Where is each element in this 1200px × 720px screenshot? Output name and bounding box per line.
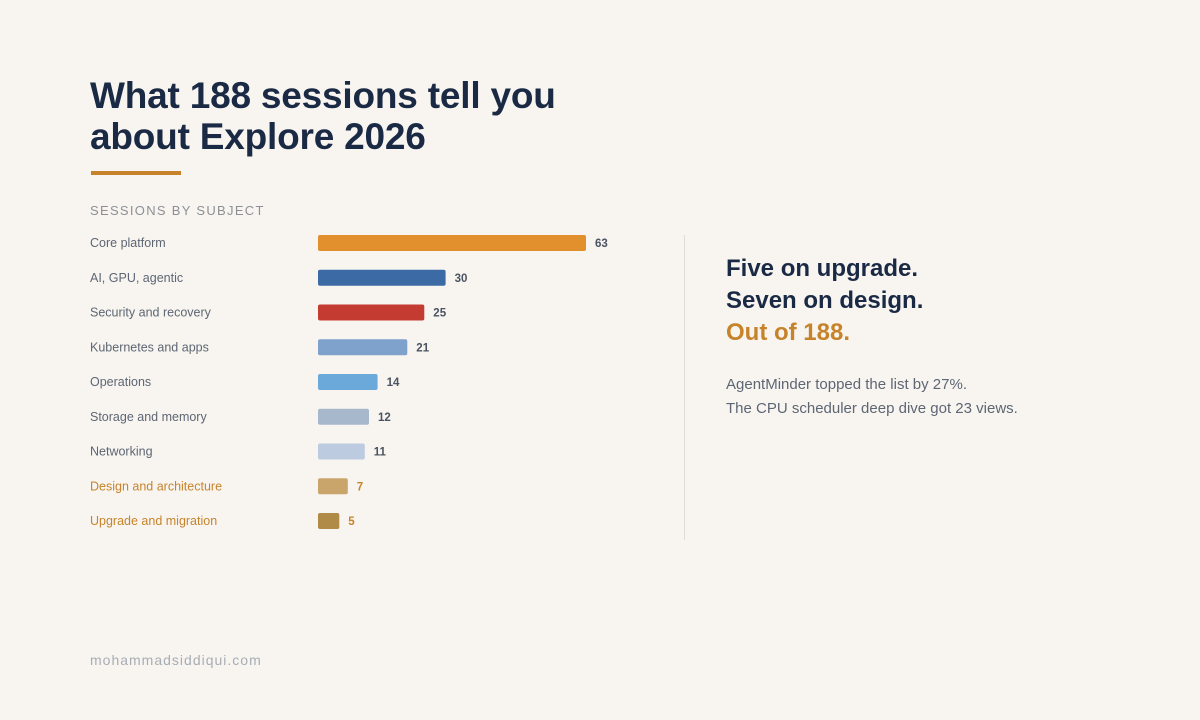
bar — [318, 339, 408, 356]
headline-line-3: Out of 188. — [726, 319, 851, 346]
bar — [318, 513, 340, 529]
bar-value-label: 30 — [455, 273, 468, 285]
page-title-line-2: about Explore 2026 — [90, 116, 426, 157]
title-underline — [91, 171, 181, 175]
bar — [318, 269, 446, 286]
category-label: Upgrade and migration — [90, 514, 217, 528]
category-label: Design and architecture — [90, 479, 222, 493]
bar — [318, 304, 425, 321]
bar-value-label: 5 — [348, 516, 355, 528]
insight-note-1: AgentMinder topped the list by 27%. — [726, 376, 967, 393]
bar-value-label: 12 — [378, 412, 391, 424]
footer-site-link[interactable]: mohammadsiddiqui.com — [90, 652, 262, 668]
bar-value-label: 11 — [374, 447, 387, 459]
chart-section-label: SESSIONS BY SUBJECT — [90, 203, 265, 218]
insight-note-2: The CPU scheduler deep dive got 23 views… — [726, 400, 1018, 417]
category-label: Core platform — [90, 236, 166, 250]
page-title: What 188 sessions tell you about Explore… — [90, 75, 710, 157]
headline: Five on upgrade. Seven on design. Out of… — [726, 253, 923, 349]
insight-notes: AgentMinder topped the list by 27%. The … — [726, 373, 1018, 421]
category-label: Storage and memory — [90, 410, 207, 424]
bar-value-label: 14 — [387, 377, 400, 389]
category-label: Security and recovery — [90, 306, 212, 320]
bar — [318, 374, 378, 390]
bar-value-label: 63 — [595, 238, 608, 250]
bar-value-label: 25 — [433, 308, 446, 320]
page-title-line-1: What 188 sessions tell you — [90, 75, 556, 116]
bar-value-label: 7 — [357, 481, 363, 493]
bar — [318, 478, 348, 495]
bar — [318, 235, 586, 251]
headline-line-2: Seven on design. — [726, 287, 924, 314]
category-label: Networking — [90, 445, 153, 459]
headline-line-1: Five on upgrade. — [726, 255, 919, 282]
vertical-divider — [684, 235, 685, 540]
sessions-bar-chart: Core platform 63 AI, GPU, agentic 30 Securit… — [90, 235, 608, 529]
bar — [318, 443, 365, 460]
bar-value-label: 21 — [416, 342, 429, 354]
category-label: Operations — [90, 375, 151, 389]
category-label: Kubernetes and apps — [90, 340, 209, 354]
bar — [318, 408, 369, 425]
category-label: AI, GPU, agentic — [90, 271, 183, 285]
